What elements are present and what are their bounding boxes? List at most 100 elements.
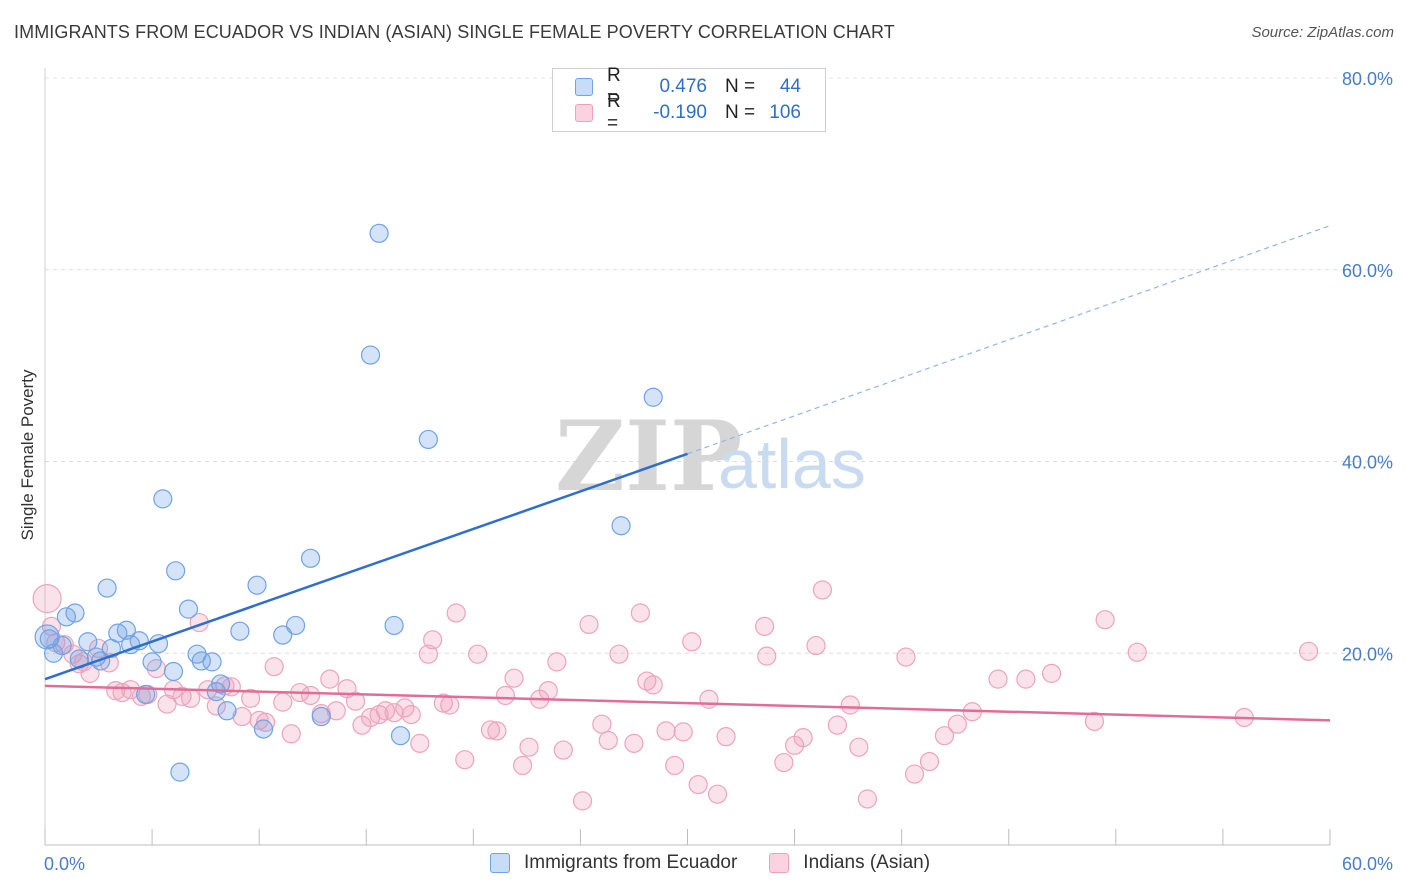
- watermark-atlas: atlas: [718, 425, 866, 503]
- y-tick-label: 60.0%: [1342, 261, 1393, 281]
- point-indians-asian: [440, 695, 460, 715]
- grid-lines: [45, 77, 1392, 654]
- point-ecuador: [390, 726, 411, 746]
- point-indians-asian: [812, 580, 833, 600]
- point-indians-asian: [904, 764, 925, 784]
- point-indians-asian: [988, 669, 1008, 689]
- point-ecuador: [300, 548, 321, 568]
- point-indians-asian: [384, 703, 404, 723]
- point-ecuador: [360, 345, 381, 365]
- watermark-zip: ZIP: [555, 400, 742, 513]
- point-indians-asian: [716, 727, 736, 747]
- point-ecuador: [191, 651, 211, 671]
- point-indians-asian: [793, 728, 813, 748]
- point-indians-asian: [1084, 711, 1105, 731]
- point-ecuador: [369, 223, 389, 243]
- point-indians-asian: [849, 737, 869, 757]
- legend-n-label: N =: [725, 76, 756, 97]
- trend-line-indians-asian: [44, 684, 1331, 722]
- point-indians-asian: [1016, 669, 1036, 689]
- series-label-ecuador: Immigrants from Ecuador: [524, 852, 738, 873]
- y-tick-label: 40.0%: [1342, 453, 1393, 473]
- point-indians-asian: [504, 668, 524, 688]
- point-ecuador: [418, 429, 438, 450]
- point-indians-asian: [264, 657, 284, 677]
- point-indians-asian: [468, 644, 488, 664]
- point-indians-asian: [455, 750, 475, 770]
- legend-n-value: 106: [769, 102, 801, 123]
- point-ecuador: [170, 762, 190, 782]
- point-indians-asian: [401, 705, 421, 725]
- trend-line-ecuador: [44, 452, 688, 681]
- y-tick-label: 20.0%: [1342, 644, 1393, 664]
- point-indians-asian: [326, 701, 346, 721]
- point-indians-asian: [682, 632, 702, 652]
- data-points: [32, 223, 1319, 811]
- point-ecuador: [52, 635, 72, 656]
- legend-r-value: 0.476: [659, 76, 707, 97]
- series-swatch-ecuador: [490, 853, 510, 873]
- point-indians-asian: [181, 688, 201, 708]
- point-ecuador: [34, 624, 60, 650]
- point-ecuador: [136, 684, 156, 705]
- point-indians-asian: [281, 724, 301, 744]
- point-indians-asian: [553, 740, 573, 760]
- legend-row-ecuador: R = 0.476 N = 44: [575, 65, 801, 108]
- point-indians-asian: [495, 685, 516, 706]
- point-indians-asian: [754, 616, 775, 637]
- point-indians-asian: [487, 721, 507, 741]
- point-ecuador: [116, 620, 136, 640]
- legend-r-label: R =: [607, 91, 621, 134]
- point-indians-asian: [1095, 610, 1115, 630]
- legend-n-label: N =: [725, 102, 756, 123]
- point-indians-asian: [592, 714, 612, 734]
- point-indians-asian: [896, 647, 916, 667]
- legend-n-value: 44: [779, 76, 801, 97]
- correlation-legend: R = 0.476 N = 44 R = -0.190 N = 106: [552, 65, 826, 134]
- point-ecuador: [643, 387, 663, 407]
- trend-line-ecuador-extension: [687, 225, 1331, 455]
- source-label: Source: ZipAtlas.com: [1251, 24, 1394, 41]
- point-indians-asian: [707, 784, 728, 804]
- point-indians-asian: [241, 688, 261, 708]
- point-ecuador: [230, 621, 250, 641]
- point-indians-asian: [699, 689, 719, 709]
- point-indians-asian: [423, 630, 443, 650]
- series-swatch-indians: [769, 853, 790, 873]
- point-indians-asian: [320, 669, 340, 689]
- point-indians-asian: [345, 691, 366, 711]
- point-indians-asian: [934, 726, 955, 746]
- point-indians-asian: [624, 733, 644, 753]
- watermark: ZIP atlas: [555, 400, 866, 513]
- point-ecuador: [384, 615, 404, 636]
- point-ecuador: [253, 719, 274, 739]
- point-indians-asian: [446, 603, 466, 623]
- legend-row-indians: R = -0.190 N = 106: [575, 91, 801, 134]
- point-indians-asian: [630, 603, 650, 623]
- point-indians-asian: [665, 755, 685, 776]
- point-ecuador: [273, 625, 293, 645]
- chart-title: IMMIGRANTS FROM ECUADOR VS INDIAN (ASIAN…: [14, 22, 895, 42]
- trend-lines: [44, 225, 1331, 722]
- point-indians-asian: [857, 789, 878, 809]
- y-tick-label: 80.0%: [1342, 69, 1393, 89]
- point-indians-asian: [919, 751, 940, 772]
- legend-r-label: R =: [607, 65, 621, 108]
- point-indians-asian: [273, 692, 293, 712]
- point-ecuador: [153, 489, 173, 509]
- point-ecuador: [217, 701, 237, 721]
- point-indians-asian: [572, 791, 593, 811]
- point-indians-asian: [206, 696, 226, 716]
- point-indians-asian: [418, 644, 438, 664]
- legend-swatch-indians: [575, 104, 593, 122]
- point-indians-asian: [157, 694, 177, 714]
- point-indians-asian: [1298, 641, 1319, 661]
- series-label-indians: Indians (Asian): [803, 852, 931, 873]
- point-ecuador: [178, 599, 199, 619]
- point-indians-asian: [806, 635, 826, 656]
- tick-labels: 20.0% 40.0% 60.0% 80.0% 0.0% 60.0%: [44, 69, 1393, 874]
- point-indians-asian: [512, 755, 533, 776]
- point-indians-asian: [410, 733, 430, 753]
- point-ecuador: [142, 652, 162, 672]
